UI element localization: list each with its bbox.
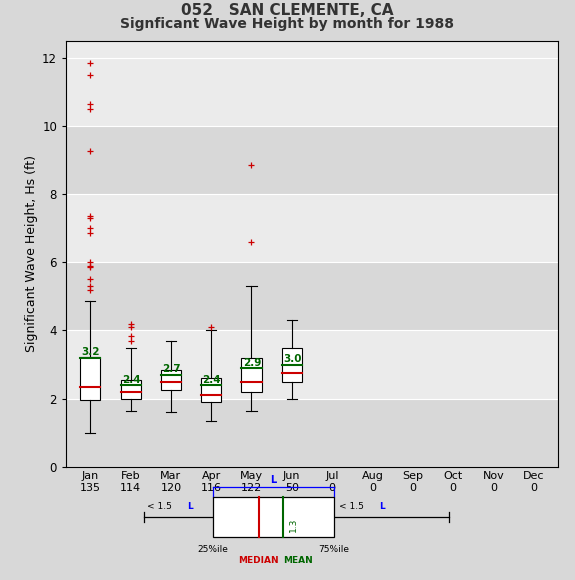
Bar (66, 57, 558, 126)
Text: 052   SAN CLEMENTE, CA: 052 SAN CLEMENTE, CA (181, 3, 394, 18)
Bar (66, 194, 558, 262)
Text: 2.4: 2.4 (202, 375, 221, 385)
Text: 75%ile: 75%ile (318, 545, 349, 554)
Bar (66, 126, 558, 194)
Text: 2.9: 2.9 (243, 358, 261, 368)
Bar (282, 347, 302, 382)
Text: 2.7: 2.7 (162, 364, 181, 375)
Bar (66, 398, 558, 467)
Text: 25%ile: 25%ile (197, 545, 228, 554)
Text: L: L (187, 502, 193, 511)
Text: 2.4: 2.4 (122, 375, 140, 385)
Text: L: L (380, 502, 385, 511)
Bar (242, 358, 262, 392)
Text: L: L (270, 474, 276, 485)
Y-axis label: Significant Wave Height, Hs (ft): Significant Wave Height, Hs (ft) (25, 155, 38, 352)
Text: Signficant Wave Height by month for 1988: Signficant Wave Height by month for 1988 (121, 17, 454, 31)
FancyBboxPatch shape (213, 496, 334, 537)
Text: 3.2: 3.2 (82, 347, 100, 357)
Text: 1.3: 1.3 (289, 518, 297, 532)
Bar (121, 380, 141, 398)
Bar (81, 357, 101, 400)
Text: MEDIAN: MEDIAN (238, 556, 279, 565)
Bar (66, 331, 558, 398)
Text: 3.0: 3.0 (283, 354, 301, 364)
Text: MEAN: MEAN (283, 556, 313, 565)
Bar (161, 369, 181, 390)
Text: < 1.5: < 1.5 (147, 502, 174, 511)
Bar (201, 378, 221, 402)
Text: < 1.5: < 1.5 (339, 502, 367, 511)
Bar (66, 262, 558, 331)
